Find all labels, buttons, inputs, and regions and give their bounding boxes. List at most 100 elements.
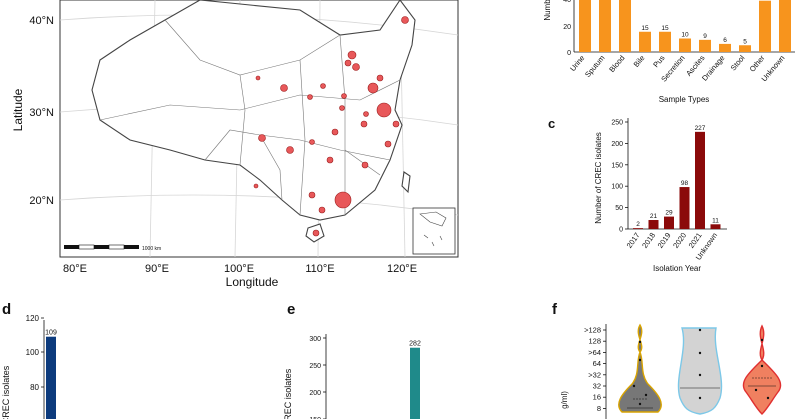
bar-value-label: 6 — [723, 37, 727, 44]
south-sea-inset — [412, 207, 456, 255]
bar-d — [46, 336, 56, 419]
y-tick-label: 250 — [309, 363, 321, 370]
y-tick-label: 8 — [597, 404, 601, 413]
bar-value-label: 227 — [695, 125, 706, 132]
y-tick-label: 250 — [611, 120, 623, 127]
category-label: 2017 — [625, 231, 642, 250]
category-label: Bile — [632, 54, 647, 69]
province-borders — [99, 19, 401, 216]
lat-tick-30: 30°N — [29, 107, 54, 119]
y-tick-label: >32 — [588, 370, 601, 379]
category-label: Sputum — [583, 54, 607, 80]
bar-value-label: 9 — [703, 33, 707, 40]
y-tick-label: 80 — [30, 383, 39, 392]
map-y-label: Latitude — [11, 88, 25, 131]
category-label: Blood — [607, 54, 626, 74]
bar-sample-type — [739, 45, 751, 52]
y-tick-label: 200 — [611, 141, 623, 148]
category-label: Other — [748, 53, 767, 74]
bar-year — [633, 228, 643, 229]
y-tick-label: 300 — [309, 336, 321, 343]
panel-d-y-label: CREC isolates — [1, 365, 11, 419]
y-tick-label: 200 — [309, 390, 321, 397]
panel-e-letter: e — [287, 301, 295, 318]
longitude-ticks: 80°E 90°E 100°E 110°E 120°E — [63, 263, 417, 275]
panel-f-y-ticks: >128 128 >64 64 >32 32 16 8 — [584, 326, 606, 413]
latitude-ticks: 40°N 30°N 20°N — [29, 15, 54, 207]
panel-c-isolation-year: c Number of CREC isolates 0 50 100 150 200 25… — [548, 116, 727, 273]
bar-value-label: 282 — [409, 341, 421, 348]
inset-islands — [419, 211, 447, 247]
category-label: Pus — [651, 53, 666, 69]
bar-value-label: 29 — [665, 210, 673, 217]
y-tick-label: 64 — [593, 359, 601, 368]
map-x-label: Longitude — [226, 275, 279, 289]
bar-e — [410, 347, 420, 419]
isolate-markers — [253, 16, 409, 237]
bar-year — [648, 220, 659, 229]
bar-value-label: 11 — [712, 217, 719, 224]
panel-c-letter: c — [548, 116, 555, 131]
lat-tick-20: 20°N — [29, 195, 54, 207]
panel-d: d CREC isolates 120 100 80 109 — [1, 301, 57, 419]
bar-year — [679, 187, 690, 229]
y-tick-label: 50 — [615, 205, 623, 212]
panel-f-letter: f — [552, 301, 558, 318]
panel-a-ytick: 0 — [567, 50, 571, 57]
violin-1 — [618, 323, 662, 413]
panel-f-violins: f g/ml) >128 128 >64 64 >32 32 16 8 — [552, 301, 782, 419]
y-tick-label: 128 — [588, 337, 601, 346]
violin-3 — [742, 324, 782, 415]
bar-value-label: 15 — [661, 25, 669, 32]
bar-sample-type — [659, 31, 671, 52]
y-tick-label: 100 — [611, 184, 623, 191]
bar-sample-type — [639, 31, 651, 52]
panel-e-bars: 282 — [409, 341, 421, 419]
lon-tick-90: 90°E — [145, 263, 169, 275]
y-tick-label: 150 — [309, 417, 321, 419]
panel-a-y-ticks: 40 20 0 — [563, 0, 571, 57]
panel-d-letter: d — [2, 301, 11, 318]
category-label: 2018 — [640, 231, 657, 250]
panel-d-y-ticks: 120 100 80 — [26, 314, 44, 392]
bar-value-label: 2 — [636, 221, 640, 228]
bar-value-label: 98 — [681, 180, 689, 187]
scale-bar-label: 1000 km — [142, 246, 161, 252]
y-tick-label: >128 — [584, 326, 601, 335]
bar-sample-type — [719, 43, 731, 52]
y-tick-label: 100 — [26, 348, 40, 357]
china-outline — [91, 0, 416, 221]
lon-tick-100: 100°E — [224, 263, 254, 275]
category-label: 2019 — [656, 231, 673, 250]
category-label: Stool — [729, 53, 747, 72]
bar-sample-type — [699, 39, 711, 52]
y-tick-label: 150 — [611, 162, 623, 169]
panel-c-y-label: Number of CREC isolates — [594, 132, 603, 224]
panel-e-y-label: CREC isolates — [283, 368, 293, 419]
y-tick-label: 0 — [619, 227, 623, 234]
taiwan-outline — [401, 171, 411, 194]
panel-a-ytick: 40 — [563, 0, 571, 4]
y-tick-label: 16 — [593, 393, 601, 402]
y-tick-label: >64 — [588, 348, 601, 357]
category-label: 2020 — [671, 231, 688, 250]
panel-e-y-ticks: 300 250 200 150 — [309, 336, 326, 419]
bar-sample-type — [619, 0, 631, 52]
panel-d-bars: 109 — [45, 330, 57, 419]
violin-2 — [677, 327, 723, 415]
bar-sample-type — [759, 0, 771, 52]
bar-sample-type — [779, 0, 791, 52]
y-tick-label: 120 — [26, 314, 40, 323]
bar-value-label: 21 — [650, 213, 658, 220]
panel-c-x-label: Isolation Year — [653, 264, 701, 273]
map-panel: 1000 km 40°N 30°N 20°N 80°E 90°E 100°E 1… — [11, 0, 459, 289]
bar-sample-type — [599, 0, 611, 52]
bar-value-label: 5 — [743, 38, 747, 45]
lat-tick-40: 40°N — [29, 15, 54, 27]
bar-year — [695, 131, 705, 229]
panel-a-x-label: Sample Types — [659, 95, 710, 104]
panel-f-y-label: g/ml) — [560, 391, 569, 409]
